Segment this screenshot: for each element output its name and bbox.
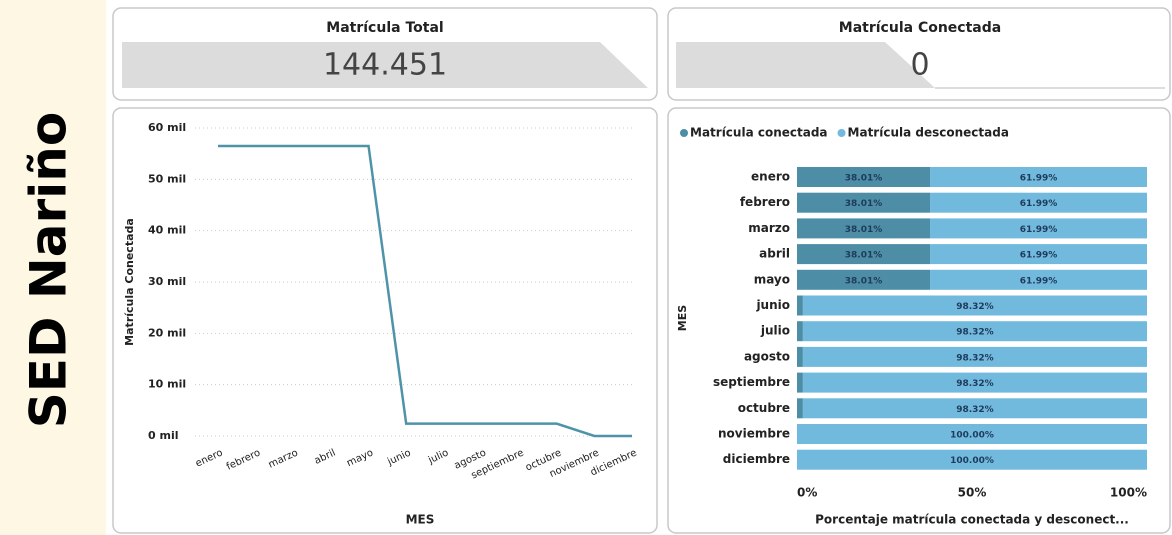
data-label: 38.01% <box>845 199 883 209</box>
card-value: 144.451 <box>323 48 447 83</box>
bar-segment <box>802 321 1147 342</box>
x-tick-label: 100% <box>1110 486 1147 500</box>
bar-segment <box>802 346 1147 367</box>
bar-segment <box>930 269 1147 290</box>
bar-segment <box>802 295 1147 316</box>
line <box>218 144 632 438</box>
bar-segment <box>797 218 931 239</box>
data-label: 100.00% <box>950 431 994 441</box>
card-shape <box>676 42 935 88</box>
y-tick-label: mayo <box>754 272 790 286</box>
data-label: 98.32% <box>956 353 994 363</box>
data-label: 61.99% <box>1020 276 1058 286</box>
data-label: 38.01% <box>845 174 883 184</box>
y-tick-label: 10 mil <box>148 378 186 391</box>
legend-dot <box>680 129 688 137</box>
bar-segment <box>930 192 1147 213</box>
card-value: 0 <box>910 48 929 83</box>
y-tick-label: febrero <box>740 195 790 209</box>
data-label: 98.32% <box>956 379 994 389</box>
y-axis-label: Matrícula Conectada <box>123 218 136 346</box>
line-panel <box>112 107 658 534</box>
y-tick-label: octubre <box>738 401 790 415</box>
bar-segment <box>797 321 803 342</box>
bar-segment <box>930 167 1147 187</box>
data-label: 100.00% <box>950 456 994 466</box>
data-label: 61.99% <box>1020 251 1058 261</box>
data-label: 38.01% <box>845 251 883 261</box>
bar-segment <box>797 295 803 316</box>
bar-segment <box>797 372 803 393</box>
bar-segment <box>802 372 1147 393</box>
y-tick-label: enero <box>751 170 790 184</box>
y-tick-label: 30 mil <box>148 275 186 288</box>
bar-segment <box>930 244 1147 265</box>
y-tick-label: marzo <box>748 221 790 235</box>
y-tick-label: 60 mil <box>148 121 186 134</box>
x-tick-label: 50% <box>958 486 987 500</box>
legend-label: Matrícula desconectada <box>848 126 1009 140</box>
y-tick-label: 0 mil <box>148 429 179 442</box>
data-label: 61.99% <box>1020 225 1058 235</box>
data-label: 98.32% <box>956 405 994 415</box>
bar-segment <box>802 398 1147 419</box>
y-tick-label: noviembre <box>718 427 790 441</box>
sidebar-title: SED Nariño <box>20 112 78 428</box>
data-label: 98.32% <box>956 328 994 338</box>
data-label: 61.99% <box>1020 174 1058 184</box>
y-tick-label: 40 mil <box>148 224 186 237</box>
y-tick-label: abril <box>759 247 790 261</box>
bar-segment <box>797 398 803 419</box>
x-tick-label: 0% <box>797 486 817 500</box>
bar-segment <box>930 218 1147 239</box>
y-axis-label: MES <box>676 305 689 331</box>
data-label: 38.01% <box>845 276 883 286</box>
y-tick-label: 50 mil <box>148 172 186 185</box>
x-axis-label: Porcentaje matrícula conectada y descone… <box>815 513 1129 527</box>
bar-segment <box>797 192 931 213</box>
y-tick-label: agosto <box>744 349 790 363</box>
y-tick-label: diciembre <box>723 452 790 466</box>
bar-segment <box>797 424 1147 444</box>
sidebar <box>0 0 106 535</box>
bar-segment <box>797 269 931 290</box>
x-axis-label: MES <box>406 513 435 527</box>
y-tick-label: julio <box>760 324 790 338</box>
card-title: Matrícula Conectada <box>839 20 1001 36</box>
bar-segment <box>797 346 803 367</box>
bar-segment <box>797 449 1147 470</box>
legend-label: Matrícula conectada <box>690 126 828 140</box>
card-shape <box>122 42 648 88</box>
data-label: 61.99% <box>1020 199 1058 209</box>
data-label: 38.01% <box>845 225 883 235</box>
data-label: 98.32% <box>956 302 994 312</box>
y-tick-label: 20 mil <box>148 326 186 339</box>
y-tick-label: septiembre <box>713 375 790 389</box>
y-tick-label: junio <box>755 298 790 312</box>
card-title: Matrícula Total <box>326 20 443 36</box>
legend-dot <box>837 129 846 137</box>
bar-segment <box>797 244 931 265</box>
bar-segment <box>797 167 931 187</box>
